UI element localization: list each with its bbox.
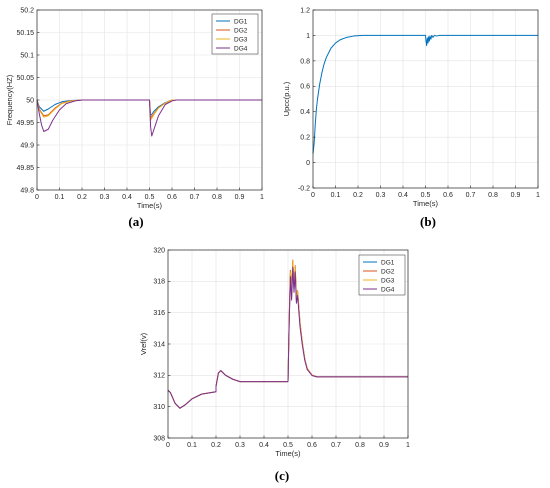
y-tick-label: 0.8 [300,58,310,65]
x-tick-label: 0.3 [235,442,245,449]
y-tick-label: 318 [153,279,165,286]
x-tick-label: 0.6 [443,192,453,199]
x-tick-label: 0.8 [212,194,222,201]
figure-caption: (b) [420,214,436,229]
y-tick-label: 49.8 [20,187,34,194]
x-tick-label: 0.2 [211,442,221,449]
x-tick-label: 1 [536,192,540,199]
y-tick-label: 49.9 [20,142,34,149]
y-tick-label: 0 [306,160,310,167]
y-tick-label: 312 [153,373,165,380]
x-tick-label: 0 [166,442,170,449]
y-axis-label: Vref(v) [139,332,148,355]
x-tick-label: 0 [311,192,315,199]
figure-caption: (c) [275,468,289,483]
x-tick-label: 0.5 [145,194,155,201]
y-axis-label: Upcc(p.u.) [282,81,291,116]
chart-a: 0 0.1 0.2 0.3 0.4 0.5 0.6 0.7 0.8 0.9 1 49.8 49.85 49… [5,7,264,229]
x-tick-label: 1 [260,194,264,201]
y-tick-label: 0.2 [300,135,310,142]
y-tick-label: 0.6 [300,84,310,91]
y-tick-label: 50.2 [20,7,34,14]
y-tick-label: 1 [306,33,310,40]
x-tick-label: 0.3 [100,194,110,201]
x-axis-label: Time(s) [413,199,439,208]
x-tick-label: 0.4 [259,442,269,449]
legend-label-dg2: DG2 [234,27,248,34]
x-tick-label: 1 [406,442,410,449]
chart-c: 0 0.1 0.2 0.3 0.4 0.5 0.6 0.7 0.8 0.9 1 308 310 312 31… [139,247,410,483]
y-tick-label: 0.4 [300,109,310,116]
x-tick-label: 0.1 [331,192,341,199]
series-line-dg4 [167,266,408,409]
x-tick-label: 0.8 [488,192,498,199]
y-tick-label: 310 [153,404,165,411]
x-tick-label: 0.9 [511,192,521,199]
legend-label-dg1: DG1 [381,259,395,266]
legend: DG1 DG2 DG3 DG4 [211,13,259,55]
y-tick-label: 316 [153,310,165,317]
y-tick-label: 50 [26,97,34,104]
y-tick-label: 308 [153,435,165,442]
charts-layer: 0 0.1 0.2 0.3 0.4 0.5 0.6 0.7 0.8 0.9 1 49.8 49.85 49… [5,7,540,483]
x-tick-label: 0.1 [187,442,197,449]
x-tick-label: 0.5 [421,192,431,199]
x-tick-label: 0.4 [122,194,132,201]
x-tick-label: 0.7 [466,192,476,199]
y-tick-label: 50.15 [16,30,34,37]
x-tick-label: 0.6 [167,194,177,201]
y-tick-label: 49.95 [16,120,34,127]
x-tick-label: 0.6 [307,442,317,449]
x-axis-label: Time(s) [275,449,301,458]
y-tick-label: 1.2 [300,7,310,14]
x-tick-label: 0.3 [376,192,386,199]
x-tick-label: 0.7 [331,442,341,449]
legend-label-dg2: DG2 [381,268,395,275]
chart-b: 0 0.1 0.2 0.3 0.4 0.5 0.6 0.7 0.8 0.9 1-0.200.20.4… [282,7,540,229]
legend-label-dg4: DG4 [381,286,395,293]
y-tick-label: -0.2 [298,185,310,192]
legend-label-dg3: DG3 [234,36,248,43]
legend-label-dg3: DG3 [381,277,395,284]
x-tick-label: 0.2 [353,192,363,199]
y-axis-label: Frequency(HZ) [5,74,14,125]
series-line-upcc [312,34,538,154]
x-axis-label: Time(s) [137,201,163,210]
series-line-dg4 [36,99,262,137]
x-tick-label: 0.5 [283,442,293,449]
x-tick-label: 0.1 [55,194,65,201]
figure-caption: (a) [128,214,143,229]
y-tick-label: 50.05 [16,75,34,82]
x-tick-label: 0.9 [379,442,389,449]
y-tick-label: 50.1 [20,52,34,59]
x-tick-label: 0 [35,194,39,201]
x-tick-label: 0.7 [190,194,200,201]
x-tick-label: 0.2 [77,194,87,201]
y-tick-label: 320 [153,247,165,254]
legend-label-dg4: DG4 [234,45,248,52]
legend: DG1 DG2 DG3 DG4 [358,254,406,296]
legend-label-dg1: DG1 [234,18,248,25]
y-tick-label: 49.85 [16,165,34,172]
x-tick-label: 0.4 [398,192,408,199]
y-tick-label: 314 [153,341,165,348]
x-tick-label: 0.8 [355,442,365,449]
x-tick-label: 0.9 [235,194,245,201]
